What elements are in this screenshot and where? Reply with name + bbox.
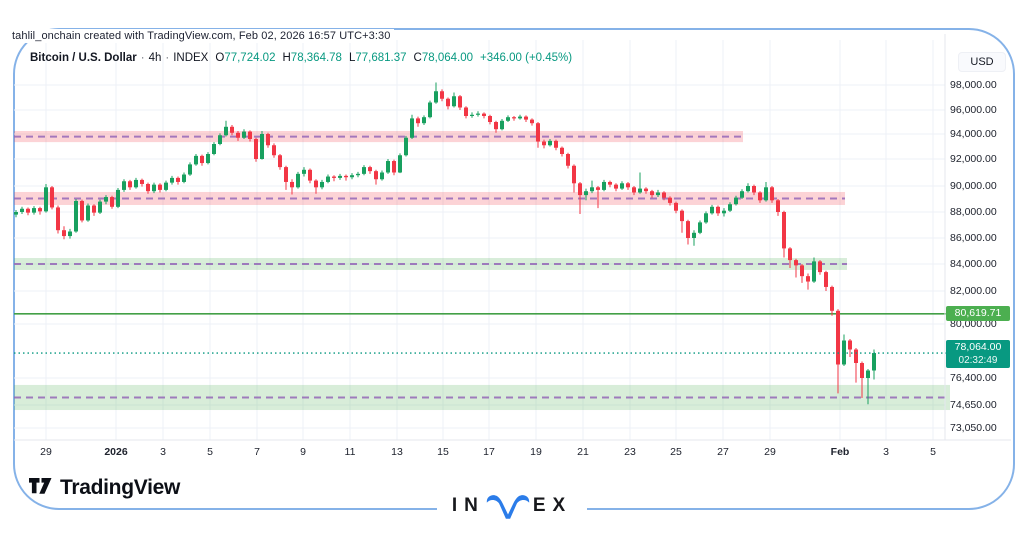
zone-resistance-lower — [14, 191, 845, 205]
symbol-interval: 4h — [148, 52, 162, 64]
tradingview-logo-text: TradingView — [60, 476, 181, 499]
last-price-badge: 78,064.00 02:32:49 — [946, 340, 1010, 369]
ohlc-close: C78,064.00 — [413, 52, 474, 64]
candlestick-series[interactable] — [14, 82, 876, 405]
price-axis-label: 90,000.00 — [950, 180, 997, 192]
time-axis-label: 13 — [391, 446, 403, 458]
bull-horns-v-icon — [486, 495, 530, 519]
price-axis-label: 73,050.00 — [950, 422, 997, 434]
time-axis-label: Feb — [830, 446, 850, 458]
zone-support-upper — [14, 258, 847, 270]
legend-separator: · — [140, 52, 145, 64]
price-axis-label: 96,000.00 — [950, 104, 997, 116]
time-axis-label: 5 — [207, 446, 213, 458]
time-axis-label: 23 — [624, 446, 636, 458]
bar-countdown: 02:32:49 — [958, 355, 998, 367]
symbol-name: Bitcoin / U.S. Dollar — [30, 52, 137, 64]
time-axis-label: 7 — [254, 446, 260, 458]
price-axis-label: 94,000.00 — [950, 128, 997, 140]
tradingview-icon — [29, 478, 52, 494]
price-axis-label: 86,000.00 — [950, 232, 997, 244]
ohlc-open: O77,724.02 — [215, 52, 276, 64]
time-axis-label: 29 — [40, 446, 52, 458]
time-axis-label: 2026 — [104, 446, 128, 458]
price-change: +346.00 (+0.45%) — [480, 52, 573, 64]
tradingview-logo[interactable]: TradingView — [28, 476, 180, 500]
price-axis-label: 98,000.00 — [950, 79, 997, 91]
time-axis-label: 19 — [530, 446, 542, 458]
ohlc-high: H78,364.78 — [282, 52, 342, 64]
level-price-badge: 80,619.71 — [946, 306, 1010, 322]
invex-letters-right: EX — [532, 495, 573, 516]
time-axis-label: 5 — [930, 446, 936, 458]
time-axis-label: 15 — [437, 446, 449, 458]
time-axis-label: 3 — [160, 446, 166, 458]
time-axis-label: 11 — [344, 446, 356, 458]
time-axis-label: 27 — [717, 446, 729, 458]
time-axis-label: 21 — [577, 446, 589, 458]
series-type: INDEX — [173, 52, 209, 64]
gridlines — [14, 40, 945, 440]
legend-separator: · — [165, 52, 170, 64]
price-axis-label: 76,400.00 — [950, 372, 997, 384]
price-axis-label: 92,000.00 — [950, 153, 997, 165]
time-axis-label: 25 — [670, 446, 682, 458]
price-axis-label: 80,000.00 — [950, 318, 997, 330]
time-axis-label: 3 — [883, 446, 889, 458]
price-axis-label: 88,000.00 — [950, 206, 997, 218]
symbol-legend: Bitcoin / U.S. Dollar · 4h · INDEX O77,724.02… — [30, 52, 572, 64]
time-axis-label: 29 — [764, 446, 776, 458]
time-axis-label: 17 — [483, 446, 495, 458]
currency-label[interactable]: USD — [958, 52, 1006, 72]
attribution-text: tahlil_onchain created with TradingView.… — [8, 29, 395, 43]
price-axis-label: 74,650.00 — [950, 399, 997, 411]
time-axis-label: 9 — [300, 446, 306, 458]
ohlc-low: L77,681.37 — [348, 52, 407, 64]
price-axis-label: 82,000.00 — [950, 285, 997, 297]
invex-letters-left: IN — [451, 495, 485, 516]
invex-logo: IN EX — [437, 484, 587, 528]
price-axis-label: 84,000.00 — [950, 258, 997, 270]
